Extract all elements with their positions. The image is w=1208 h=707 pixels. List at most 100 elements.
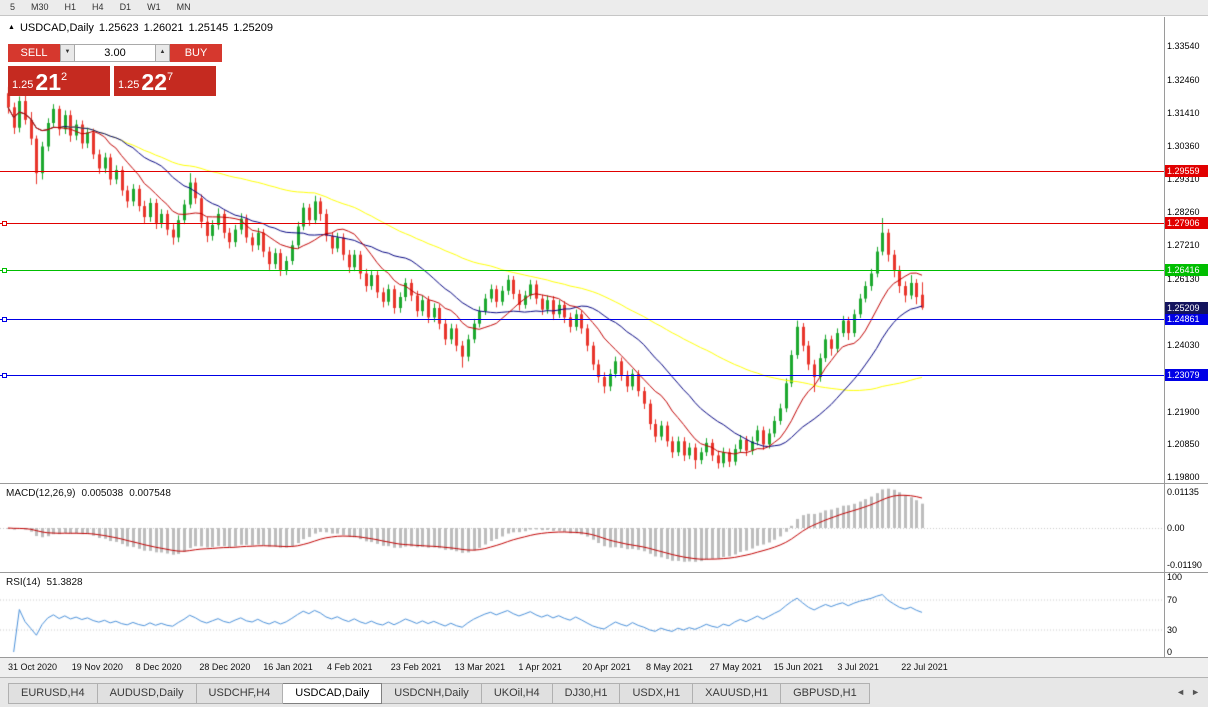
horizontal-line-1.27906[interactable] (0, 223, 1164, 224)
price-axis-label: 1.29310 (1167, 174, 1200, 185)
ask-price-main: 22 (141, 69, 168, 95)
horizontal-line-1.26416[interactable] (0, 270, 1164, 271)
date-label: 31 Oct 2020 (8, 662, 58, 672)
date-label: 23 Feb 2021 (390, 662, 442, 672)
price-axis-label: 1.27210 (1167, 239, 1200, 250)
price-tag: 1.25209 (1165, 301, 1208, 314)
horizontal-line-1.24861[interactable] (0, 319, 1164, 320)
rsi-axis[interactable]: 100 70 30 0 (1165, 572, 1208, 657)
price-axis-label: 1.30360 (1167, 141, 1200, 152)
line-anchor[interactable] (2, 221, 7, 226)
rsi-indicator-label: RSI(14) 51.3828 (6, 577, 89, 588)
tab-gbpusd-h1[interactable]: GBPUSD,H1 (781, 683, 870, 704)
tab-ukoil-h4[interactable]: UKOil,H4 (481, 683, 553, 704)
macd-name: MACD(12,26,9) (6, 488, 76, 499)
macd-axis-label: 0.01135 (1167, 487, 1199, 498)
line-anchor[interactable] (2, 317, 7, 322)
symbol-period-label: USDCAD,Daily (19, 22, 94, 34)
price-axis-label: 1.32460 (1167, 75, 1200, 86)
date-label: 16 Jan 2021 (263, 662, 313, 672)
ask-price-pip: 7 (167, 71, 174, 83)
rsi-name: RSI(14) (6, 577, 41, 588)
ohlc-low: 1.25145 (188, 22, 229, 34)
timeframe-d1[interactable]: D1 (119, 2, 132, 12)
pane-separator[interactable] (0, 483, 1208, 484)
price-axis-label: 1.31410 (1167, 108, 1200, 119)
bid-price-button[interactable]: 1.25 21 2 (8, 66, 110, 96)
macd-value-signal: 0.007548 (129, 488, 171, 499)
chart-title: ▲ USDCAD,Daily 1.25623 1.26021 1.25145 1.2520… (8, 22, 278, 34)
timeframe-m30[interactable]: M30 (31, 2, 49, 12)
timeframe-toolbar: 5 M30 H1 H4 D1 W1 MN (0, 0, 1208, 16)
volume-input[interactable] (75, 44, 155, 62)
timeframe-mn[interactable]: MN (176, 2, 191, 12)
bid-price-prefix: 1.25 (12, 79, 34, 91)
price-axis[interactable]: 1.33540 1.32460 1.31410 1.30360 1.29310 1.282… (1165, 17, 1208, 483)
one-click-trading-panel: SELL ▼ ▲ BUY 1.25 21 2 1.25 22 7 (8, 44, 224, 96)
timeframe-5[interactable]: 5 (10, 2, 16, 12)
tab-usdx-h1[interactable]: USDX,H1 (620, 683, 694, 704)
price-tag: 1.27906 (1165, 217, 1208, 230)
price-tag: 1.23079 (1165, 368, 1208, 381)
timeframe-w1[interactable]: W1 (147, 2, 161, 12)
tab-usdchf-h4[interactable]: USDCHF,H4 (196, 683, 284, 704)
ohlc-high: 1.26021 (143, 22, 184, 34)
sell-button[interactable]: SELL (8, 44, 60, 62)
price-tag: 1.24861 (1165, 312, 1208, 325)
pane-separator (0, 657, 1208, 658)
macd-axis-label: -0.01190 (1167, 560, 1202, 571)
rsi-axis-label: 100 (1167, 572, 1183, 582)
chart-tab-bar: EURUSD,H4 AUDUSD,Daily USDCHF,H4 USDCAD,Dai… (0, 677, 1208, 707)
macd-axis[interactable]: 0.01135 0.00 -0.01190 (1165, 484, 1208, 572)
rsi-value: 51.3828 (46, 577, 83, 588)
rsi-axis-label: 30 (1167, 624, 1178, 635)
price-axis-label: 1.24030 (1167, 339, 1200, 350)
volume-increase-button[interactable]: ▲ (155, 44, 170, 62)
tabs-scroll-right-icon[interactable]: ► (1191, 687, 1200, 697)
axis-separator (1164, 17, 1165, 657)
tab-usdcad-daily[interactable]: USDCAD,Daily (283, 683, 383, 704)
chart-shift-marker-icon: ▲ (8, 24, 15, 31)
ohlc-close: 1.25209 (233, 22, 273, 34)
timeframe-h4[interactable]: H4 (92, 2, 104, 12)
date-label: 3 Jul 2021 (837, 662, 879, 672)
price-axis-label: 1.21900 (1167, 406, 1200, 417)
macd-chart-canvas[interactable] (0, 484, 1164, 572)
line-anchor[interactable] (2, 268, 7, 273)
date-label: 1 Apr 2021 (518, 662, 562, 672)
date-axis[interactable]: 31 Oct 2020 19 Nov 2020 8 Dec 2020 28 Dec 2… (0, 658, 1208, 677)
price-axis-label: 1.26130 (1167, 273, 1200, 284)
date-label: 8 May 2021 (646, 662, 694, 672)
volume-decrease-button[interactable]: ▼ (60, 44, 75, 62)
caret-up-icon: ▲ (159, 49, 166, 55)
tab-dj30-h1[interactable]: DJ30,H1 (552, 683, 621, 704)
tab-xauusd-h1[interactable]: XAUUSD,H1 (693, 683, 782, 704)
tab-audusd-daily[interactable]: AUDUSD,Daily (97, 683, 197, 704)
price-tag: 1.29559 (1165, 165, 1208, 178)
tab-eurusd-h4[interactable]: EURUSD,H4 (8, 683, 98, 704)
bid-price-pip: 2 (61, 71, 68, 83)
rsi-pane (0, 573, 1164, 657)
horizontal-line-1.23079[interactable] (0, 375, 1164, 376)
date-label: 22 Jul 2021 (901, 662, 948, 672)
date-label: 4 Feb 2021 (327, 662, 373, 672)
price-axis-label: 1.33540 (1167, 41, 1200, 52)
horizontal-line-1.29559[interactable] (0, 171, 1164, 172)
date-label: 13 Mar 2021 (454, 662, 506, 672)
ask-price-button[interactable]: 1.25 22 7 (114, 66, 216, 96)
date-label: 8 Dec 2020 (135, 662, 182, 672)
price-axis-label: 1.20850 (1167, 439, 1200, 450)
line-anchor[interactable] (2, 373, 7, 378)
macd-axis-label: 0.00 (1167, 523, 1185, 533)
date-label: 15 Jun 2021 (773, 662, 824, 672)
bid-price-main: 21 (35, 69, 62, 95)
buy-button[interactable]: BUY (170, 44, 222, 62)
date-label: 19 Nov 2020 (71, 662, 123, 672)
timeframe-h1[interactable]: H1 (64, 2, 77, 12)
caret-down-icon: ▼ (64, 49, 71, 55)
ask-price-prefix: 1.25 (118, 79, 140, 91)
tabs-scroll-left-icon[interactable]: ◄ (1176, 687, 1186, 697)
pane-separator[interactable] (0, 572, 1208, 573)
tab-usdcnh-daily[interactable]: USDCNH,Daily (382, 683, 482, 704)
rsi-chart-canvas[interactable] (0, 573, 1164, 657)
